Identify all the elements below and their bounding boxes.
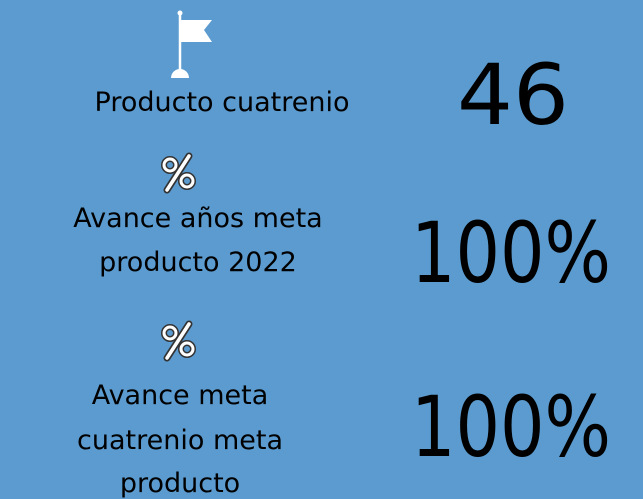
- kpi-label: Avance años meta: [73, 203, 322, 234]
- kpi-label: Avance meta: [92, 380, 269, 411]
- percent-icon: [161, 152, 196, 194]
- kpi-label: producto 2022: [99, 247, 297, 278]
- kpi-value: 100%: [411, 204, 611, 302]
- flag-icon: [171, 10, 212, 78]
- percent-icon: [161, 320, 196, 362]
- kpi-label: producto: [120, 468, 240, 499]
- kpi-label: Producto cuatrenio: [95, 87, 350, 118]
- kpi-value: 46: [457, 46, 569, 144]
- kpi-label: cuatrenio meta: [77, 425, 283, 456]
- kpi-value: 100%: [411, 378, 611, 476]
